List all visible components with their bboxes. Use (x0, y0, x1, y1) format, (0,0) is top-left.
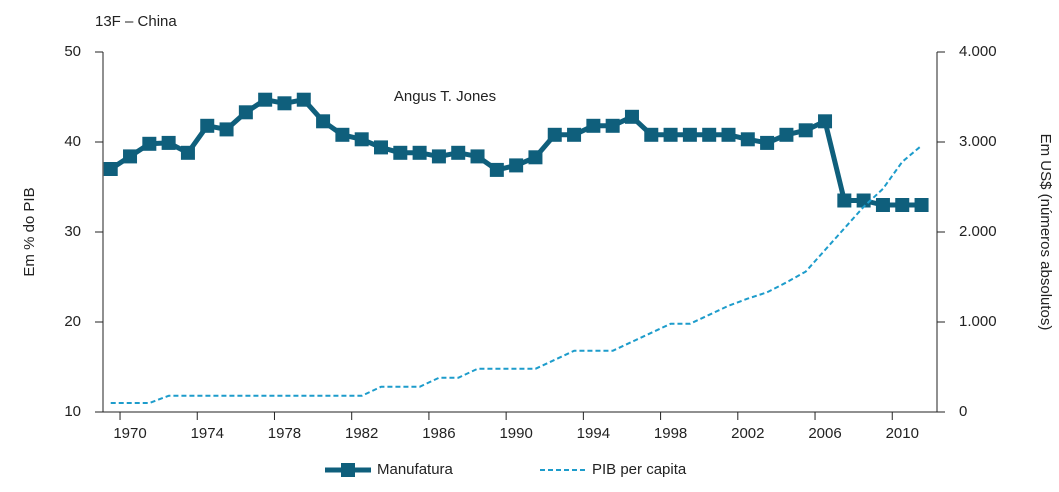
marker (258, 92, 273, 107)
marker (624, 109, 639, 124)
annotation: Angus T. Jones (394, 88, 496, 105)
marker (470, 149, 485, 164)
y-tick-label: 10 (64, 403, 81, 420)
x-tick-label: 1986 (422, 425, 455, 442)
y2-tick-label: 1.000 (959, 313, 997, 330)
marker (374, 140, 388, 155)
marker (200, 118, 215, 133)
y2-axis-label: Em US$ (números absolutos) (1037, 134, 1054, 331)
y2-tick-label: 4.000 (959, 43, 997, 60)
x-tick-label: 2010 (886, 425, 919, 442)
x-tick-label: 1994 (577, 425, 610, 442)
marker (528, 150, 543, 165)
chart-title: 13F – China (95, 13, 177, 30)
marker (567, 127, 582, 142)
marker (702, 127, 717, 142)
marker (818, 114, 833, 129)
marker (837, 193, 852, 208)
marker (103, 162, 118, 176)
marker (895, 198, 910, 212)
marker (412, 145, 427, 160)
marker (856, 193, 871, 208)
marker (335, 127, 350, 142)
x-tick-label: 2002 (731, 425, 764, 442)
x-tick-label: 1970 (113, 425, 146, 442)
y2-tick-label: 2.000 (959, 223, 997, 240)
marker (605, 118, 620, 133)
marker (509, 158, 524, 173)
marker (914, 198, 929, 212)
legend-marker (341, 463, 355, 477)
x-tick-label: 1998 (654, 425, 687, 442)
series-line (109, 97, 922, 208)
marker (740, 132, 755, 147)
marker (161, 135, 176, 150)
marker (238, 105, 253, 120)
legend-label: Manufatura (377, 461, 454, 478)
marker (663, 127, 678, 142)
y2-tick-label: 0 (959, 403, 967, 420)
marker (354, 132, 369, 147)
legend-label: PIB per capita (592, 461, 687, 478)
marker (316, 114, 331, 129)
series-line (110, 144, 923, 404)
marker (393, 145, 408, 160)
marker (296, 92, 311, 107)
marker (142, 136, 157, 151)
y-tick-label: 30 (64, 223, 81, 240)
x-tick-label: 1978 (268, 425, 301, 442)
y-axis-label: Em % do PIB (21, 187, 38, 276)
marker (277, 96, 292, 111)
y-tick-label: 40 (64, 133, 81, 150)
x-tick-label: 1982 (345, 425, 378, 442)
marker (721, 127, 736, 142)
marker (760, 135, 775, 150)
y2-tick-label: 3.000 (959, 133, 997, 150)
marker (586, 118, 601, 133)
marker (644, 127, 659, 142)
y-tick-label: 20 (64, 313, 81, 330)
marker (431, 149, 446, 164)
marker (180, 145, 195, 160)
marker (798, 123, 813, 138)
x-tick-label: 2006 (808, 425, 841, 442)
marker (547, 127, 562, 142)
marker (779, 127, 794, 142)
marker (875, 198, 890, 212)
x-tick-label: 1990 (499, 425, 532, 442)
marker (451, 145, 466, 160)
marker (682, 127, 697, 142)
marker (123, 149, 138, 164)
marker (219, 122, 234, 137)
x-tick-label: 1974 (191, 425, 224, 442)
y-tick-label: 50 (64, 43, 81, 60)
marker (489, 162, 504, 177)
